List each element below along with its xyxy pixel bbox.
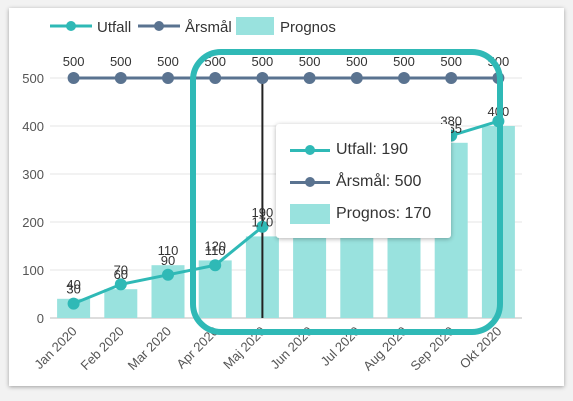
goal-data-label: 500 xyxy=(157,54,179,69)
tooltip-forecast-text: Prognos: 170 xyxy=(336,205,432,222)
legend-goal-label: Årsmål xyxy=(185,19,232,36)
actual-point xyxy=(162,268,174,281)
goal-point xyxy=(67,72,80,84)
x-tick-label: Jan 2020 xyxy=(31,324,79,372)
goal-data-label: 500 xyxy=(204,54,226,69)
tooltip-forecast-row: Prognos: 170 xyxy=(290,202,431,226)
tooltip-actual-row: Utfall: 190 xyxy=(290,138,408,162)
y-axis: 0 100 200 300 400 500 xyxy=(22,71,44,326)
tooltip-goal-row: Årsmål: 500 xyxy=(290,170,421,194)
goal-point xyxy=(114,72,127,84)
actual-point xyxy=(209,259,222,272)
legend-actual-dot xyxy=(66,21,76,31)
legend-item-goal[interactable]: Årsmål xyxy=(138,19,232,36)
y-tick-label: 0 xyxy=(37,311,44,326)
goal-data-label: 500 xyxy=(393,54,415,69)
x-tick-label: Feb 2020 xyxy=(77,324,126,373)
goal-data-label: 500 xyxy=(63,54,85,69)
goal-data-label: 500 xyxy=(346,54,368,69)
tooltip-actual-text: Utfall: 190 xyxy=(336,141,409,158)
legend-goal-dot xyxy=(154,21,164,31)
legend-forecast-label: Prognos xyxy=(280,19,336,36)
y-tick-label: 300 xyxy=(22,167,44,182)
legend-actual-label: Utfall xyxy=(97,19,131,36)
tooltip-forecast-key xyxy=(290,204,330,224)
forecast-data-label: 110 xyxy=(158,243,179,258)
goal-data-label: 500 xyxy=(299,54,321,69)
series-lines xyxy=(67,72,505,310)
actual-point xyxy=(256,220,269,233)
tooltip-goal-dot xyxy=(305,177,315,187)
actual-data-label: 30 xyxy=(66,282,80,297)
legend-item-forecast[interactable]: Prognos xyxy=(236,17,336,36)
goal-data-label: 500 xyxy=(110,54,132,69)
forecast-bar xyxy=(104,289,138,318)
tooltip-forecast-box xyxy=(290,204,330,224)
forecast-data-label: 120 xyxy=(204,238,226,253)
actual-data-label: 70 xyxy=(114,262,128,277)
x-tick-label: Mar 2020 xyxy=(125,324,174,373)
goal-point xyxy=(398,72,410,84)
goal-point xyxy=(209,72,222,84)
forecast-data-label: 60 xyxy=(114,267,128,282)
goal-point xyxy=(445,72,458,84)
actual-line xyxy=(450,119,499,138)
y-tick-label: 100 xyxy=(22,263,44,278)
actual-data-label: 90 xyxy=(161,253,175,268)
actual-point xyxy=(67,297,80,310)
y-tick-label: 400 xyxy=(22,119,44,134)
actual-point xyxy=(114,278,127,291)
legend-item-actual[interactable]: Utfall xyxy=(50,19,131,36)
actual-data-label: 190 xyxy=(252,205,274,220)
goal-point xyxy=(256,72,269,84)
goal-data-label: 500 xyxy=(252,54,274,69)
forecast-data-label: 40 xyxy=(66,277,80,292)
actual-data-label: 110 xyxy=(205,243,226,258)
y-tick-label: 200 xyxy=(22,215,44,230)
tooltip-goal-text: Årsmål: 500 xyxy=(336,173,422,190)
tooltip-actual-dot xyxy=(305,145,315,155)
tooltip-goal-key xyxy=(290,172,330,192)
goal-point xyxy=(350,72,363,84)
goal-data-label: 500 xyxy=(440,54,462,69)
y-tick-label: 500 xyxy=(22,71,44,86)
tooltip: Utfall: 190 Årsmål: 500 Prognos: 170 xyxy=(276,124,451,238)
forecast-data-label: 170 xyxy=(252,214,274,229)
forecast-bar xyxy=(293,222,327,318)
goal-point xyxy=(162,72,174,84)
tooltip-actual-key xyxy=(290,140,330,160)
legend-forecast-box xyxy=(236,17,274,35)
goal-point xyxy=(303,72,316,84)
legend: Utfall Årsmål Prognos xyxy=(50,17,336,36)
highlight-frame xyxy=(190,49,503,335)
